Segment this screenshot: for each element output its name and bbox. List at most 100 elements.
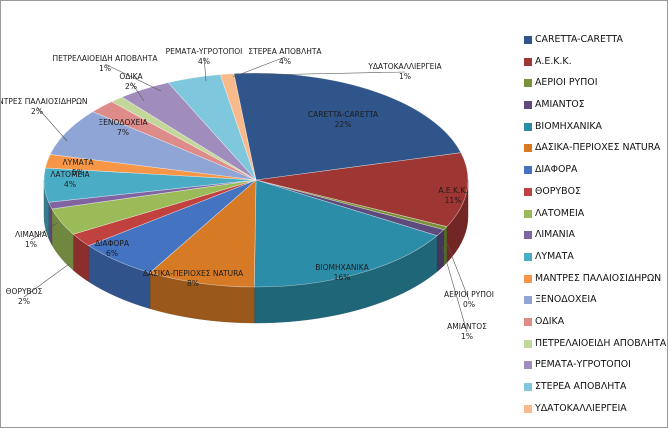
legend-swatch <box>524 166 532 175</box>
slice-value-label: 2% <box>125 82 137 91</box>
slice-label: ΞΕΝΟΔΟΧΕΙΑ <box>98 118 148 127</box>
legend-label: ΔΑΣΙΚΑ-ΠΕΡΙΟΧΕΣ NATURA <box>535 142 661 154</box>
slice-label: ΠΕΤΡΕΛΑΙΟΕΙΔΗ ΑΠΟΒΛΗΤΑ <box>52 54 158 63</box>
legend-item: ΠΕΤΡΕΛΑΙΟΕΙΔΗ ΑΠΟΒΛΗΤΑ <box>521 337 666 359</box>
legend-item: ΔΙΑΦΟΡΑ <box>521 163 661 185</box>
legend: CARETTA-CARETTA Α.Ε.Κ.Κ. ΑΕΡΙΟΙ ΡΥΠΟΙ ΑΜ… <box>521 33 666 424</box>
slice-value-label: 1% <box>461 332 473 341</box>
legend-label: ΛΙΜΑΝΙΑ <box>535 229 575 241</box>
legend-item: Α.Ε.Κ.Κ. <box>521 55 661 77</box>
leader-line <box>232 56 286 78</box>
legend-item: ΛΑΤΟΜΕΙΑ <box>521 207 661 229</box>
legend-swatch <box>524 187 532 196</box>
slice-label: Α.Ε.Κ.Κ. <box>438 186 467 195</box>
slice-label: ΔΑΣΙΚΑ-ΠΕΡΙΟΧΕΣ NATURA <box>143 269 244 278</box>
pie-slice <box>149 179 257 288</box>
slice-value-label: 2% <box>18 297 30 306</box>
legend-label: ΑΜΙΑΝΤΟΣ <box>535 99 585 111</box>
legend-swatch <box>524 101 532 110</box>
pie-slice <box>233 72 462 181</box>
legend-label: ΛΑΤΟΜΕΙΑ <box>535 207 585 219</box>
slice-value-label: 6% <box>106 249 118 258</box>
legend-swatch <box>524 122 532 131</box>
legend-label: ΡΕΜΑΤΑ-ΥΓΡΟΤΟΠΟΙ <box>535 359 631 371</box>
slice-label: ΘΟΡΥΒΟΣ <box>6 287 43 296</box>
leader-line <box>130 81 145 102</box>
legend-item: ΞΕΝΟΔΟΧΕΙΑ <box>521 293 661 315</box>
legend-label: ΞΕΝΟΔΟΧΕΙΑ <box>535 294 597 306</box>
slice-label: ΡΕΜΑΤΑ-ΥΓΡΟΤΟΠΟΙ <box>166 47 243 56</box>
slice-label: ΔΙΑΦΟΡΑ <box>95 239 130 248</box>
pie-slice <box>253 179 438 288</box>
slice-value-label: 7% <box>117 128 129 137</box>
slice-value-label: 4% <box>64 180 76 189</box>
slice-value-label: 1% <box>399 72 411 81</box>
legend-swatch <box>524 36 532 44</box>
legend-swatch <box>524 296 532 305</box>
legend-swatch <box>524 57 532 66</box>
legend-swatch <box>524 404 532 413</box>
pie-top <box>43 72 469 288</box>
leader-line <box>104 63 162 92</box>
legend-item: ΡΕΜΑΤΑ-ΥΓΡΟΤΟΠΟΙ <box>521 358 661 380</box>
legend-swatch <box>524 317 532 326</box>
legend-label: ΔΙΑΦΟΡΑ <box>535 164 578 176</box>
legend-swatch <box>524 274 532 283</box>
slice-value-label: 2% <box>31 107 43 116</box>
pie-slice-side <box>436 229 444 273</box>
leader-line <box>258 71 406 76</box>
leader-line <box>23 263 70 298</box>
slice-label: ΛΙΜΑΝΙΑ <box>15 230 48 239</box>
pie-depth <box>43 179 469 324</box>
pie-leader-lines <box>23 56 470 333</box>
leader-line <box>441 245 468 333</box>
slice-label: ΛΑΤΟΜΕΙΑ <box>50 170 90 179</box>
slice-label: ΒΙΟΜΗΧΑΝΙΚΑ <box>315 263 369 272</box>
slice-value-label: 1% <box>25 240 37 249</box>
legend-item: ΑΜΙΑΝΤΟΣ <box>521 98 661 120</box>
legend-swatch <box>524 231 532 240</box>
legend-item: ΜΑΝΤΡΕΣ ΠΑΛΑΙΟΣΙΔΗΡΩΝ <box>521 272 661 294</box>
legend-swatch <box>524 144 532 153</box>
legend-item: ΟΔΙΚΑ <box>521 315 661 337</box>
legend-label: CARETTA-CARETTA <box>535 34 623 45</box>
legend-label: ΒΙΟΜΗΧΑΝΙΚΑ <box>535 120 602 132</box>
slice-value-label: 16% <box>334 273 351 282</box>
legend-swatch <box>524 339 532 348</box>
legend-label: ΛΥΜΑΤΑ <box>535 250 574 262</box>
legend-item: ΥΔΑΤΟΚΑΛΛΙΕΡΓΕΙΑ <box>521 402 661 424</box>
slice-value-label: 1% <box>99 64 111 73</box>
legend-label: ΠΕΤΡΕΛΑΙΟΕΙΔΗ ΑΠΟΒΛΗΤΑ <box>535 337 667 349</box>
legend-swatch <box>524 209 532 218</box>
slice-label: ΑΕΡΙΟΙ ΡΥΠΟΙ <box>444 290 494 299</box>
legend-swatch <box>524 361 532 370</box>
pie-slice <box>255 152 469 227</box>
leader-line <box>203 56 207 82</box>
slice-label: ΜΑΝΤΡΕΣ ΠΑΛΑΙΟΣΙΔΗΡΩΝ <box>1 97 87 106</box>
legend-swatch <box>524 383 532 391</box>
leader-line <box>30 222 58 241</box>
legend-item: ΑΕΡΙΟΙ ΡΥΠΟΙ <box>521 76 661 98</box>
legend-item: ΘΟΡΥΒΟΣ <box>521 185 661 207</box>
legend-label: ΘΟΡΥΒΟΣ <box>535 185 581 197</box>
legend-label: Α.Ε.Κ.Κ. <box>535 55 572 67</box>
leader-line <box>445 240 470 301</box>
legend-label: ΑΕΡΙΟΙ ΡΥΠΟΙ <box>535 77 598 89</box>
legend-item: ΣΤΕΡΕΑ ΑΠΟΒΛΗΤΑ <box>521 380 661 402</box>
slice-label: CARETTA-CARETTA <box>308 110 379 119</box>
legend-item: ΛΥΜΑΤΑ <box>521 250 661 272</box>
legend-label: ΣΤΕΡΕΑ ΑΠΟΒΛΗΤΑ <box>535 381 627 392</box>
slice-label: ΛΥΜΑΤΑ <box>62 158 94 167</box>
legend-item: ΔΑΣΙΚΑ-ΠΕΡΙΟΧΕΣ NATURA <box>521 141 661 163</box>
legend-item: CARETTA-CARETTA <box>521 33 661 55</box>
slice-value-label: 22% <box>335 120 352 129</box>
slice-label: ΥΔΑΤΟΚΑΛΛΙΕΡΓΕΙΑ <box>367 62 442 71</box>
slice-value-label: 0% <box>463 300 475 309</box>
legend-label: ΟΔΙΚΑ <box>535 315 565 327</box>
slice-label: ΑΜΙΑΝΤΟΣ <box>447 322 487 331</box>
slice-value-label: 11% <box>445 196 462 205</box>
slice-value-label: 8% <box>187 279 199 288</box>
